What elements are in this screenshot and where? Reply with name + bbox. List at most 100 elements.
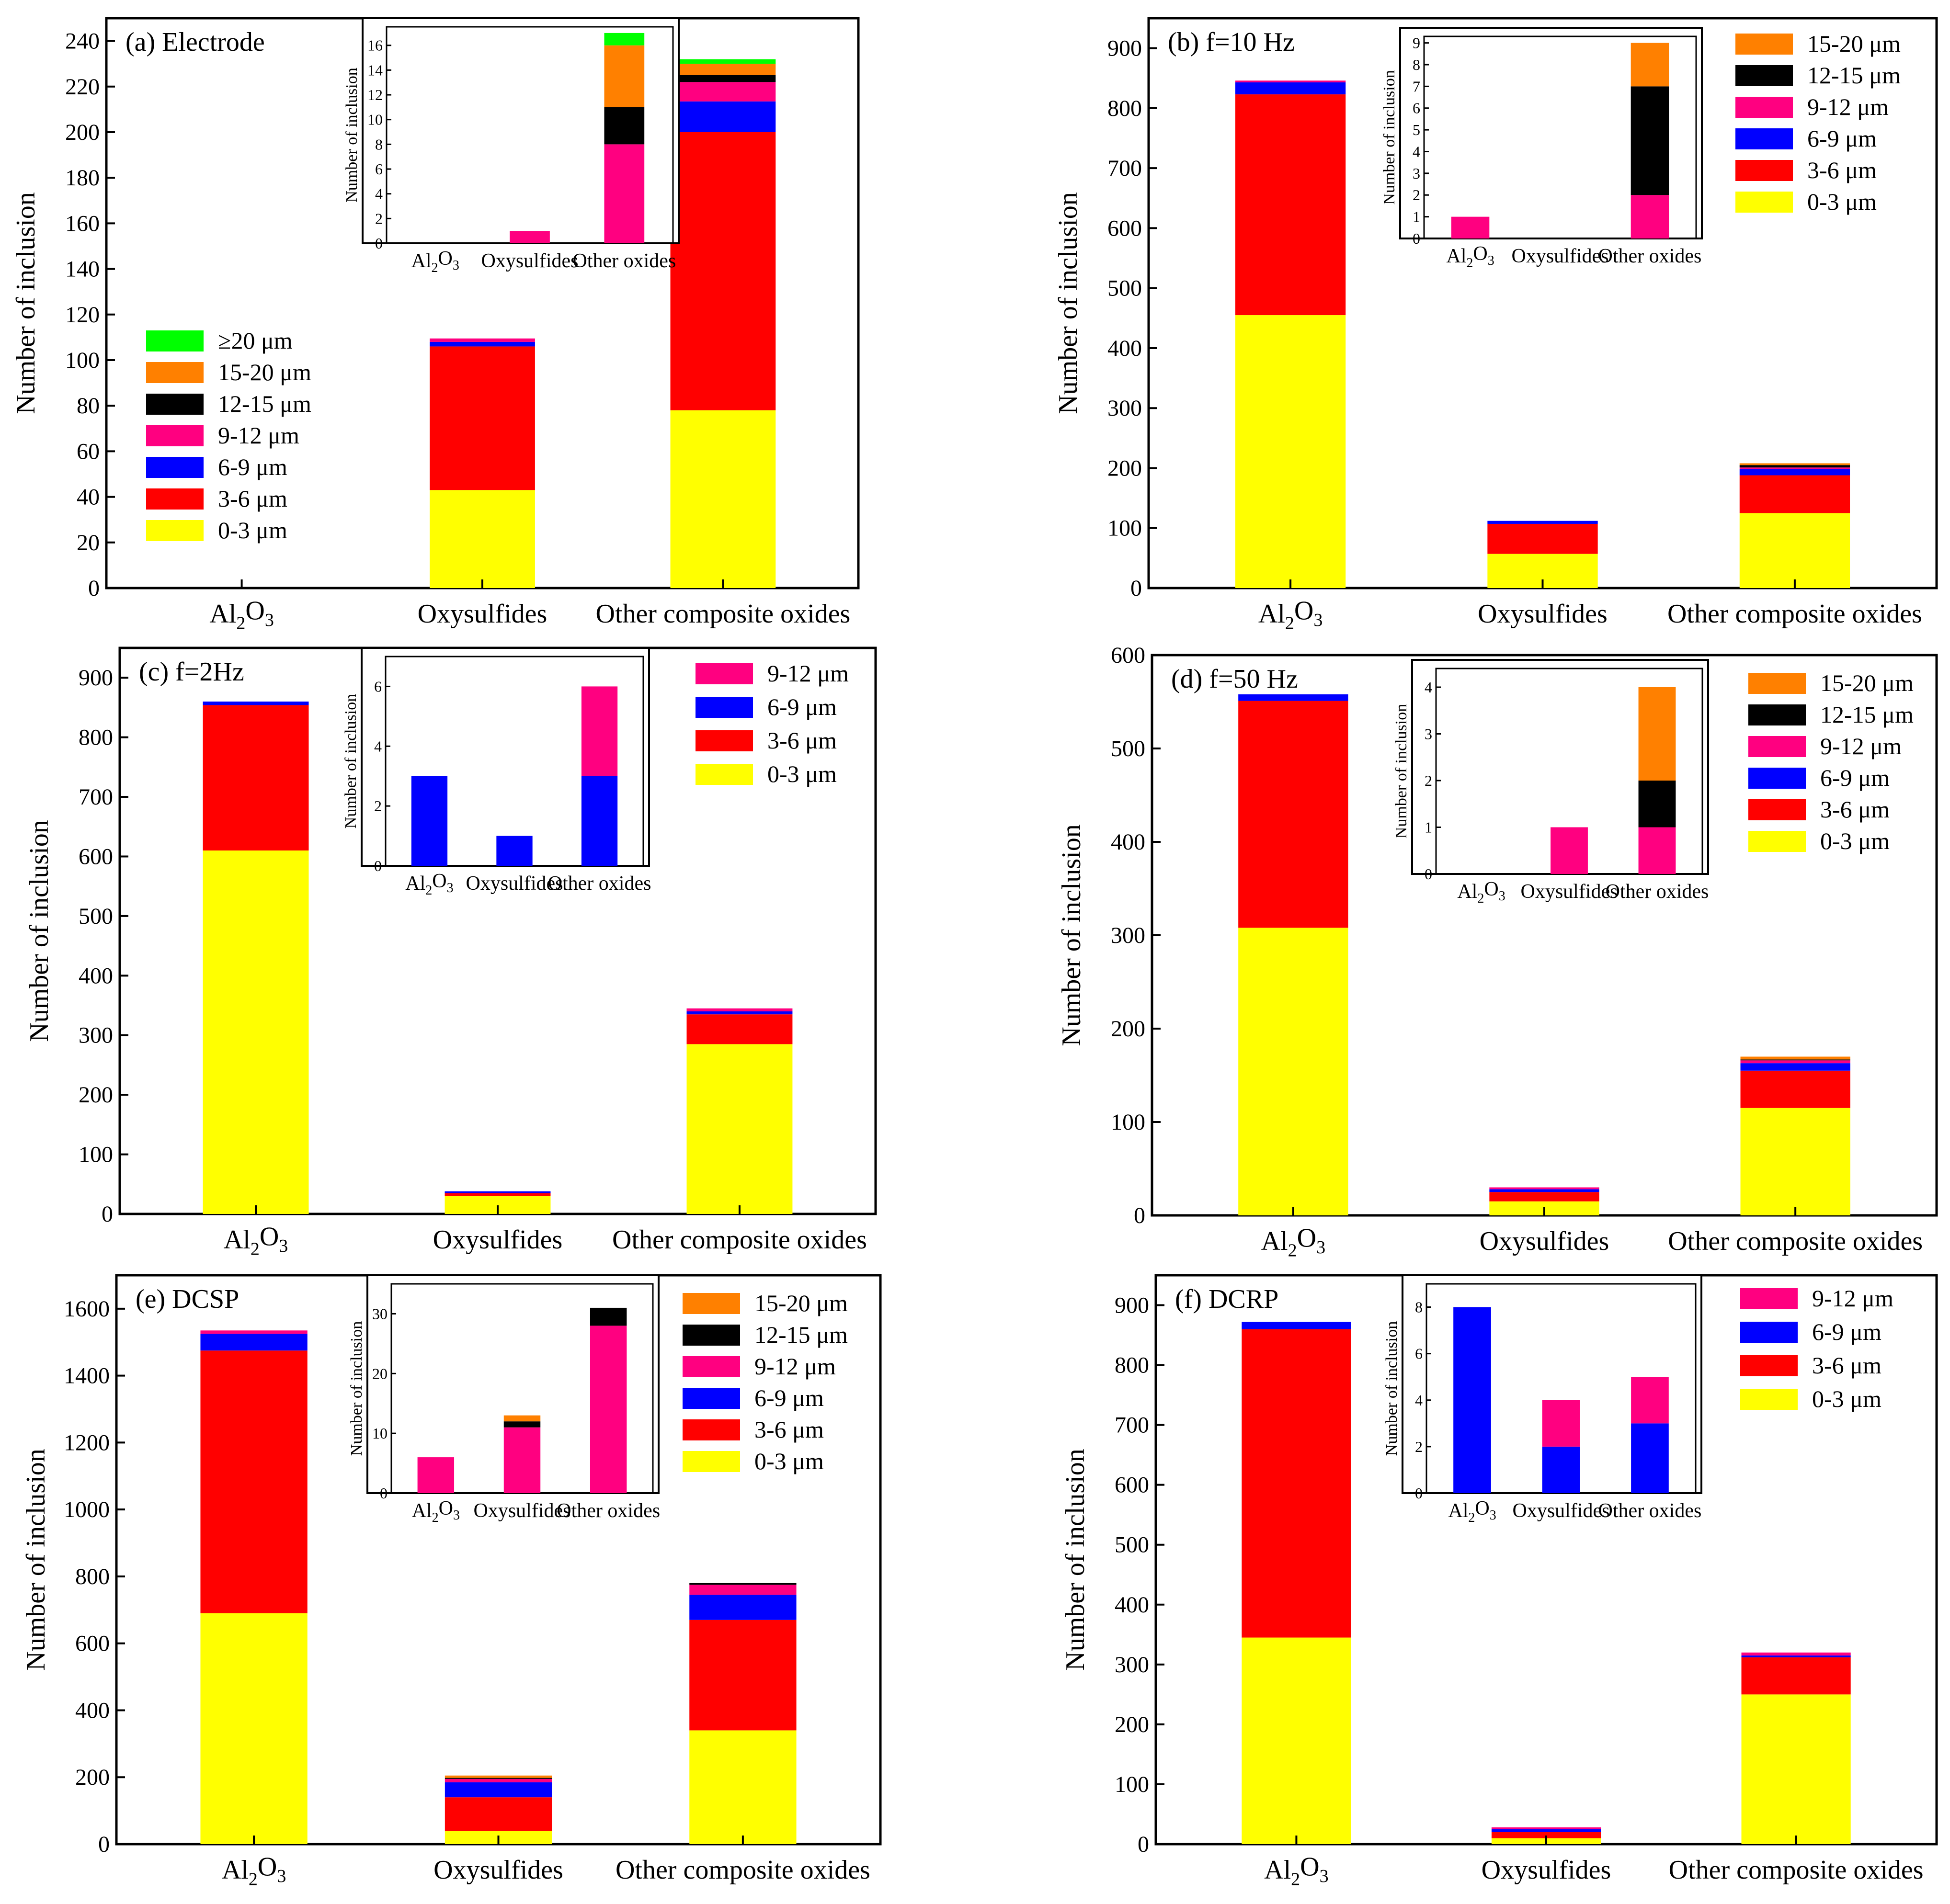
bar-segment	[1741, 1655, 1851, 1657]
inset-y-tick-label: 2	[1413, 186, 1420, 204]
inset-category-label: Oxysulfides	[474, 1500, 571, 1522]
y-tick-label: 200	[1107, 455, 1142, 481]
legend-label: 6-9 μm	[767, 693, 837, 720]
inset-bar-segment	[1638, 827, 1676, 874]
y-tick-label: 200	[65, 120, 100, 145]
inset-y-axis-label: Number of inclusion	[348, 1321, 365, 1456]
legend-label: 3-6 μm	[1812, 1352, 1882, 1379]
bar-segment	[1238, 701, 1348, 928]
inset-y-tick-label: 2	[374, 797, 382, 815]
bar-segment	[1491, 1832, 1601, 1838]
inset-y-tick-label: 1	[1425, 819, 1432, 836]
inset-y-tick-label: 7	[1413, 78, 1420, 95]
bar-segment	[203, 705, 309, 851]
bar-segment	[689, 1620, 797, 1731]
y-tick-label: 1600	[64, 1296, 110, 1322]
legend-swatch	[146, 488, 204, 510]
x-category-label: Al2O3	[1258, 596, 1323, 634]
inset-bar-segment	[604, 33, 645, 45]
bar-segment	[1741, 1652, 1851, 1656]
inset-y-axis-label: Number of inclusion	[1392, 704, 1410, 839]
legend-swatch	[1735, 34, 1793, 55]
bar-segment	[1740, 1063, 1850, 1071]
inset-y-tick-label: 5	[1413, 121, 1420, 138]
y-tick-label: 240	[65, 29, 100, 54]
legend-label: 9-12 μm	[1820, 733, 1902, 759]
inset-y-tick-label: 3	[1413, 165, 1420, 182]
inset-y-tick-label: 8	[1413, 56, 1420, 73]
legend: 15-20 μm 12-15 μm 9-12 μm 6-9 μm 3-6 μm 0-3 μ…	[1748, 669, 1914, 854]
y-tick-label: 1000	[64, 1497, 110, 1522]
bar-segment	[670, 82, 776, 102]
y-tick-label: 0	[102, 1201, 113, 1227]
bar-segment	[686, 1044, 793, 1214]
legend-label: 15-20 μm	[1807, 30, 1901, 57]
bar-segment	[1235, 82, 1346, 95]
inset-bar-segment	[1638, 781, 1676, 827]
inset-bar-segment	[1451, 216, 1490, 238]
inset-y-tick-label: 6	[374, 678, 382, 695]
y-tick-label: 140	[65, 257, 100, 282]
legend-label: 9-12 μm	[754, 1353, 836, 1380]
y-tick-label: 100	[79, 1142, 113, 1167]
y-tick-label: 700	[1115, 1413, 1149, 1438]
y-tick-label: 1200	[64, 1430, 110, 1455]
inset-category-label: Al2O3	[1457, 878, 1505, 906]
legend-label: 3-6 μm	[1820, 796, 1890, 823]
bar-segment	[1487, 521, 1598, 524]
bar-segment	[1235, 315, 1346, 588]
y-tick-label: 180	[65, 165, 100, 191]
y-tick-label: 500	[1115, 1532, 1149, 1558]
bar-segment	[686, 1008, 793, 1011]
bar-segment	[200, 1613, 308, 1844]
y-tick-label: 500	[1107, 276, 1142, 301]
bar-segment	[686, 1014, 793, 1044]
inset-y-tick-label: 4	[375, 185, 383, 203]
legend-swatch	[1735, 128, 1793, 149]
legend-swatch	[1740, 1389, 1798, 1410]
y-tick-label: 0	[98, 1832, 110, 1857]
legend-swatch	[683, 1388, 740, 1409]
y-tick-label: 1400	[64, 1363, 110, 1389]
y-tick-label: 600	[79, 844, 113, 869]
inset-bar-segment	[604, 107, 645, 145]
y-tick-label: 600	[1111, 643, 1145, 668]
bar-segment	[670, 75, 776, 82]
legend-label: 3-6 μm	[218, 485, 287, 512]
inset-y-tick-label: 10	[367, 111, 383, 128]
y-tick-label: 200	[75, 1765, 110, 1790]
inset-bar-segment	[417, 1457, 455, 1493]
y-tick-label: 0	[1138, 1832, 1149, 1857]
bar-segment	[203, 701, 309, 705]
bar-segment	[1741, 1657, 1851, 1695]
legend-swatch	[1735, 65, 1793, 86]
chart-panel-5: 0 100 200 300 400 500 600 700 800 900 Al2O3 Oxysulf…	[1061, 1274, 1938, 1889]
inset-category-label: Oxysulfides	[1513, 1500, 1610, 1522]
y-tick-label: 0	[1130, 576, 1142, 601]
bar-segment	[1740, 1070, 1850, 1108]
inset-category-label: Other oxides	[557, 1500, 660, 1522]
bar-segment	[430, 346, 535, 490]
inset-bar-segment	[503, 1415, 541, 1422]
inset-y-tick-label: 20	[372, 1365, 388, 1382]
legend-label: 3-6 μm	[754, 1416, 824, 1443]
y-tick-label: 900	[1115, 1293, 1149, 1318]
x-category-label: Oxysulfides	[433, 1225, 563, 1255]
legend-swatch	[1740, 1322, 1798, 1343]
y-tick-label: 20	[77, 530, 100, 555]
y-tick-label: 120	[65, 302, 100, 328]
inset-category-label: Other oxides	[548, 873, 651, 895]
inset-y-tick-label: 12	[367, 86, 383, 103]
x-category-label: Other composite oxides	[612, 1225, 867, 1255]
legend: 9-12 μm 6-9 μm 3-6 μm 0-3 μm	[696, 660, 849, 787]
legend-swatch	[1748, 704, 1806, 725]
inset-y-tick-label: 0	[374, 857, 382, 874]
y-axis-label: Number of inclusion	[1061, 1449, 1090, 1670]
inset-bar-segment	[1453, 1307, 1491, 1493]
bar-segment	[200, 1350, 308, 1613]
bar-segment	[1242, 1329, 1351, 1638]
bar-segment	[1491, 1829, 1601, 1832]
